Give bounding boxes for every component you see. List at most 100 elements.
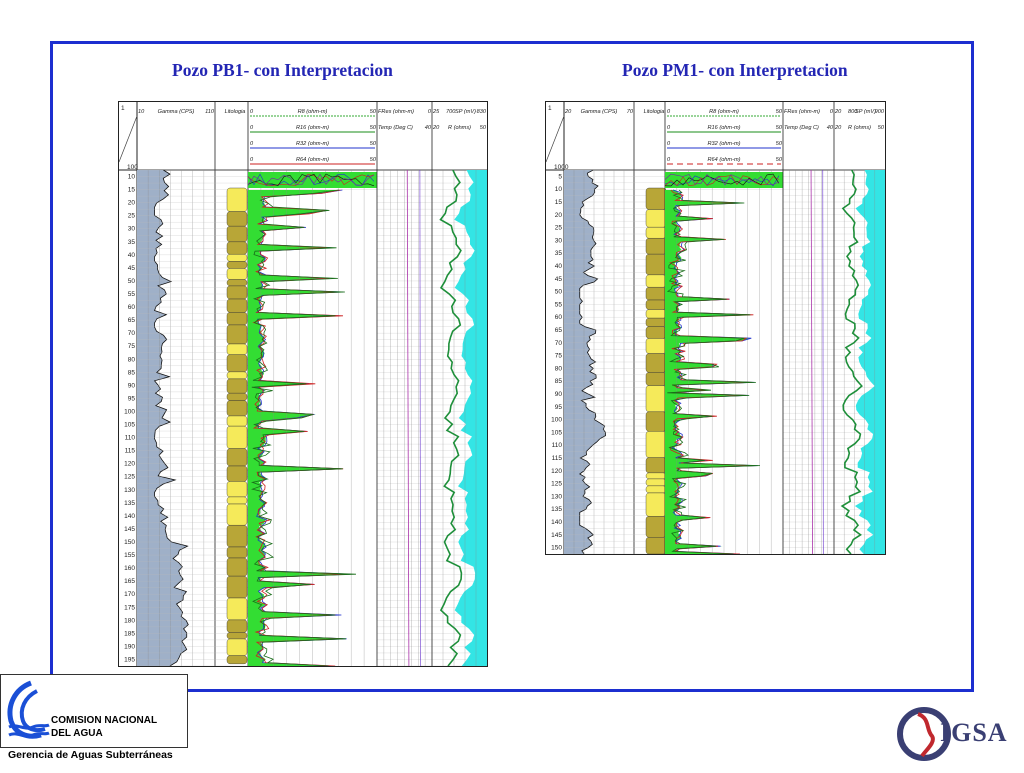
depth-label-65: 65 bbox=[128, 317, 136, 324]
conagua-wave-icon bbox=[7, 680, 50, 739]
track-max-1: 50 bbox=[370, 125, 377, 131]
depth-label-175: 175 bbox=[124, 604, 135, 611]
depth-label-110: 110 bbox=[552, 442, 563, 449]
r-label: R (ohms) bbox=[448, 125, 471, 131]
sp-curve bbox=[439, 169, 463, 666]
sp-max-label: 830 bbox=[477, 109, 487, 115]
lithology-clay bbox=[645, 326, 667, 339]
depth-label-135: 135 bbox=[124, 500, 135, 507]
sp-fill bbox=[854, 170, 885, 554]
track-max-0: 50 bbox=[776, 109, 783, 115]
depth-label-100: 100 bbox=[551, 417, 562, 424]
lithology-clay bbox=[226, 241, 248, 255]
depth-label-165: 165 bbox=[124, 578, 135, 585]
track-min-3: 0 bbox=[667, 157, 671, 163]
depth-label-10: 10 bbox=[555, 186, 563, 193]
track-max-3: 50 bbox=[776, 157, 783, 163]
lithology-clay bbox=[226, 378, 248, 394]
title-pozo-pm1: Pozo PM1- con Interpretacion bbox=[622, 60, 848, 80]
resistivity-top-curve-2 bbox=[664, 173, 780, 187]
lithology-sand bbox=[645, 209, 667, 228]
lithology-sand bbox=[645, 274, 667, 288]
depth-label-15: 15 bbox=[555, 199, 563, 206]
depth-label-90: 90 bbox=[128, 382, 136, 389]
lithology-sand bbox=[226, 268, 248, 280]
lithology-sand bbox=[226, 481, 248, 498]
depth-label-40: 40 bbox=[128, 252, 136, 259]
track-min-3: 0 bbox=[250, 157, 254, 163]
r-max-label: 50 bbox=[878, 125, 885, 131]
depth-label-75: 75 bbox=[128, 343, 136, 350]
fres-curve bbox=[419, 169, 421, 666]
depth-label-120: 120 bbox=[124, 461, 135, 468]
depth-label-60: 60 bbox=[555, 314, 563, 321]
lithology-clay bbox=[226, 392, 248, 401]
igsa-emblem-icon bbox=[897, 707, 951, 761]
lithology-clay bbox=[226, 225, 248, 243]
r-max-label: 50 bbox=[480, 125, 487, 131]
depth-label-140: 140 bbox=[551, 519, 562, 526]
resistivity-top-curve-2 bbox=[247, 173, 375, 187]
fres-min-label: 0 bbox=[428, 109, 432, 115]
temp-curve bbox=[810, 169, 813, 554]
track-min-0: 0 bbox=[667, 109, 671, 115]
lithology-sand bbox=[226, 343, 248, 355]
lithology-sand bbox=[645, 385, 667, 413]
lithology-clay bbox=[645, 516, 667, 538]
depth-label-130: 130 bbox=[551, 493, 562, 500]
lithology-clay bbox=[226, 298, 248, 313]
depth-label-80: 80 bbox=[555, 365, 563, 372]
track-max-0: 50 bbox=[370, 109, 377, 115]
lithology-sand bbox=[645, 338, 667, 354]
igsa-wordmark: IGSA bbox=[940, 718, 1008, 747]
track-label-2: R32 (ohm-m) bbox=[296, 141, 329, 147]
lithology-clay bbox=[226, 465, 248, 482]
lithology-sand bbox=[226, 425, 248, 449]
resistivity-curve-2 bbox=[666, 189, 761, 554]
lithology-clay bbox=[645, 253, 667, 276]
depth-label-45: 45 bbox=[128, 265, 136, 272]
r-label: R (ohms) bbox=[848, 125, 871, 131]
depth-label-160: 160 bbox=[124, 565, 135, 572]
depth-label-170: 170 bbox=[124, 591, 135, 598]
depth-label-50: 50 bbox=[555, 289, 563, 296]
lithology-sand bbox=[226, 415, 248, 427]
track-label-0: R8 (ohm-m) bbox=[298, 109, 328, 115]
lithology-clay bbox=[226, 354, 248, 373]
scale-top-label: 1 bbox=[548, 105, 552, 112]
title-pozo-pb1: Pozo PB1- con Interpretacion bbox=[172, 60, 393, 80]
depth-label-145: 145 bbox=[124, 526, 135, 533]
sp-label: SP (mV) bbox=[855, 109, 876, 115]
depth-label-10: 10 bbox=[128, 174, 136, 181]
temp-curve bbox=[406, 169, 410, 666]
lithology-clay bbox=[645, 317, 667, 327]
depth-label-110: 110 bbox=[125, 435, 136, 442]
depth-label-120: 120 bbox=[551, 468, 562, 475]
lithology-sand bbox=[645, 226, 667, 239]
lithology-clay bbox=[645, 187, 667, 210]
depth-label-30: 30 bbox=[128, 226, 136, 233]
depth-label-105: 105 bbox=[124, 422, 135, 429]
temp-label: Temp (Deg C) bbox=[784, 125, 819, 131]
depth-label-20: 20 bbox=[128, 200, 136, 207]
depth-label-25: 25 bbox=[128, 213, 136, 220]
depth-label-190: 190 bbox=[124, 643, 135, 650]
lithology-clay bbox=[226, 557, 248, 577]
lithology-clay bbox=[226, 211, 248, 227]
lithology-sand bbox=[645, 492, 667, 517]
depth-label-150: 150 bbox=[551, 545, 562, 552]
depth-label-95: 95 bbox=[555, 404, 563, 411]
sp-min-label: 700 bbox=[446, 109, 456, 115]
depth-label-95: 95 bbox=[128, 395, 136, 402]
well-log-pm1: 1 1000 20 Gamma (CPS) 70 Litologia 0 R8 (ohm-m)… bbox=[545, 101, 886, 555]
lithology-clay bbox=[226, 261, 248, 269]
track-min-2: 0 bbox=[250, 141, 254, 147]
org-name-line1: COMISION NACIONAL bbox=[51, 715, 158, 726]
depth-label-85: 85 bbox=[555, 378, 563, 385]
org-name-line2: DEL AGUA bbox=[51, 728, 103, 739]
sp-fill bbox=[454, 170, 487, 666]
igsa-logo: IGSA bbox=[896, 700, 1024, 768]
lithology-clay bbox=[645, 457, 667, 474]
sp-max-label: 900 bbox=[875, 109, 885, 115]
